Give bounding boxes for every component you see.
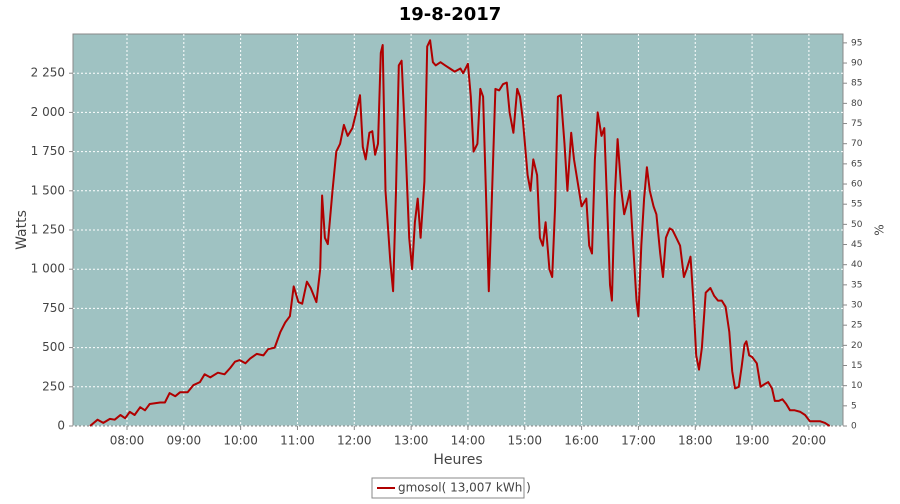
y2-axis-label: % — [873, 224, 887, 235]
y-tick-label: 1 750 — [31, 144, 65, 158]
y2-tick-label: 25 — [851, 321, 862, 331]
x-tick-label: 19:00 — [735, 434, 770, 448]
y2-tick-label: 0 — [851, 422, 857, 432]
x-axis-label: Heures — [433, 452, 482, 468]
y-tick-label: 250 — [42, 379, 65, 393]
x-tick-label: 16:00 — [564, 434, 599, 448]
y-tick-label: 1 000 — [31, 262, 65, 276]
y2-tick-label: 60 — [851, 180, 863, 190]
chart-title: 19-8-2017 — [399, 4, 502, 25]
x-tick-label: 18:00 — [678, 434, 713, 448]
y2-tick-label: 5 — [851, 401, 857, 411]
x-tick-label: 11:00 — [280, 434, 315, 448]
x-tick-label: 12:00 — [337, 434, 372, 448]
y2-tick-label: 65 — [851, 159, 862, 169]
y-tick-label: 2 000 — [31, 105, 65, 119]
y2-tick-label: 20 — [851, 341, 863, 351]
line-series — [89, 39, 831, 427]
y2-tick-label: 95 — [851, 38, 862, 48]
y2-tick-label: 75 — [851, 119, 862, 129]
y-tick-label: 750 — [42, 301, 65, 315]
y2-tick-label: 30 — [851, 301, 863, 311]
x-tick-label: 08:00 — [110, 434, 145, 448]
y2-tick-label: 80 — [851, 99, 863, 109]
y2-tick-label: 90 — [851, 59, 863, 69]
y-tick-label: 500 — [42, 340, 65, 354]
x-tick-label: 14:00 — [451, 434, 486, 448]
y-tick-label: 2 250 — [31, 66, 65, 80]
y2-tick-label: 35 — [851, 280, 862, 290]
y2-tick-label: 45 — [851, 240, 862, 250]
y2-tick-label: 50 — [851, 220, 863, 230]
x-tick-label: 13:00 — [394, 434, 429, 448]
y2-tick-label: 10 — [851, 381, 863, 391]
legend-label: gmosol( 13,007 kWh ) — [398, 481, 531, 495]
y-tick-label: 1 500 — [31, 183, 65, 197]
x-tick-label: 10:00 — [223, 434, 258, 448]
x-tick-label: 20:00 — [792, 434, 827, 448]
y2-tick-label: 55 — [851, 200, 862, 210]
y2-tick-label: 15 — [851, 361, 862, 371]
x-tick-label: 17:00 — [621, 434, 656, 448]
y-axis-label: Watts — [14, 210, 30, 250]
x-tick-label: 09:00 — [167, 434, 202, 448]
y2-tick-label: 40 — [851, 260, 863, 270]
legend-box — [371, 477, 525, 499]
y2-tick-label: 85 — [851, 79, 862, 89]
x-tick-label: 15:00 — [507, 434, 542, 448]
y2-tick-label: 70 — [851, 139, 863, 149]
y-tick-label: 1 250 — [31, 223, 65, 237]
y-tick-label: 0 — [57, 419, 65, 433]
